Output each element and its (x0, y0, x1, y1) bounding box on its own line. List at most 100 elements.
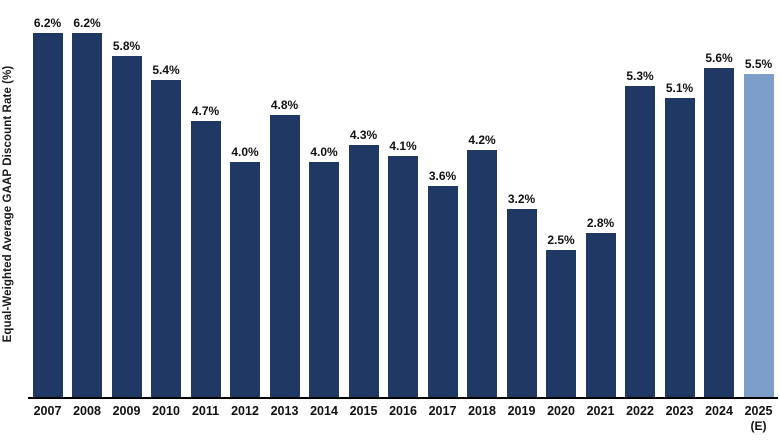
year-label: 2014 (310, 404, 338, 418)
bar-column: 4.8% (265, 99, 304, 397)
bar (72, 33, 102, 397)
x-axis-tick-label: 2025 (E) (739, 404, 778, 433)
bar-value-label: 6.2% (73, 16, 101, 30)
x-axis-tick-label: 2014 (305, 404, 344, 433)
year-label: 2025 (744, 404, 773, 418)
bar-value-label: 4.2% (468, 133, 496, 147)
year-label: 2008 (73, 404, 101, 418)
bar-value-label: 5.5% (744, 57, 773, 71)
bar-value-label: 5.4% (152, 63, 180, 77)
x-axis-tick-label: 2016 (384, 404, 423, 433)
bar-value-label: 4.0% (231, 145, 259, 159)
bar-column: 4.7% (186, 105, 225, 397)
plot-area: 6.2% 6.2% 5.8% 5.4% 4.7% 4.0% 4.8% 4.0% 4.3% 4.1%… (28, 13, 778, 433)
x-axis-tick-label: 2010 (147, 404, 186, 433)
bar (32, 33, 63, 397)
bar-column: 4.3% (344, 129, 383, 397)
year-label: 2010 (152, 404, 180, 418)
bar (309, 162, 339, 397)
bar-value-label: 5.8% (112, 39, 141, 53)
bar-value-label: 4.0% (310, 145, 338, 159)
x-axis-tick-label: 2015 (344, 404, 383, 433)
bar (546, 250, 576, 397)
bar-value-label: 2.8% (586, 216, 615, 230)
bar (111, 56, 142, 397)
year-label: 2023 (665, 404, 694, 418)
bar-column: 5.3% (621, 70, 660, 397)
x-axis-labels: 2007 2008 2009 2010 2011 2012 2013 2014 2015 2016… (28, 404, 778, 433)
bar-column: 6.2% (68, 17, 107, 397)
bar-estimate (743, 74, 774, 397)
bar (151, 80, 181, 397)
x-axis-tick-label: 2023 (660, 404, 699, 433)
x-axis-tick-label: 2021 (581, 404, 620, 433)
year-label: 2012 (231, 404, 259, 418)
x-axis-tick-label: 2013 (265, 404, 304, 433)
bar (467, 150, 497, 397)
bar-column: 4.0% (305, 146, 344, 397)
bar-value-label: 6.2% (33, 16, 62, 30)
bar-column: 5.4% (147, 64, 186, 397)
year-label: 2020 (547, 404, 575, 418)
bar (388, 156, 418, 397)
bar-column: 3.6% (423, 170, 462, 397)
bar-value-label: 5.1% (665, 81, 694, 95)
bar-column: 5.8% (107, 40, 146, 397)
bar-value-label: 4.7% (191, 104, 220, 118)
x-axis-tick-label: 2018 (463, 404, 502, 433)
bar-column: 5.6% (700, 52, 739, 397)
bar (230, 162, 260, 397)
year-label: 2022 (626, 404, 654, 418)
x-axis-tick-label: 2012 (226, 404, 265, 433)
x-axis-tick-label: 2019 (502, 404, 541, 433)
bar (664, 98, 695, 397)
year-label: 2013 (270, 404, 299, 418)
bar-value-label: 5.6% (705, 51, 733, 65)
bar-value-label: 3.2% (507, 192, 536, 206)
bar-value-label: 4.8% (270, 98, 299, 112)
bar (427, 186, 458, 397)
year-label: 2015 (349, 404, 378, 418)
bar-column: 3.2% (502, 193, 541, 397)
bar-column: 4.2% (463, 134, 502, 397)
bar-value-label: 3.6% (428, 169, 457, 183)
bar-value-label: 2.5% (547, 233, 575, 247)
year-label: 2007 (33, 404, 62, 418)
bar (269, 115, 300, 397)
estimate-flag-label: (E) (750, 419, 767, 433)
bar-column: 4.1% (384, 140, 423, 397)
y-axis-label-text: Equal-Weighted Average GAAP Discount Rat… (2, 65, 14, 343)
x-axis-line (28, 397, 778, 399)
bar-column: 5.5% (739, 58, 778, 397)
bar-value-label: 4.1% (389, 139, 417, 153)
year-label: 2016 (389, 404, 417, 418)
bar-value-label: 4.3% (349, 128, 378, 142)
x-axis-tick-label: 2020 (542, 404, 581, 433)
x-axis-tick-label: 2022 (621, 404, 660, 433)
bar (348, 145, 379, 397)
bar-column: 6.2% (28, 17, 67, 397)
x-axis-tick-label: 2009 (107, 404, 146, 433)
bar-column: 4.0% (226, 146, 265, 397)
year-label: 2017 (428, 404, 457, 418)
bar (625, 86, 655, 397)
year-label: 2009 (112, 404, 141, 418)
bar (506, 209, 537, 397)
x-axis-tick-label: 2017 (423, 404, 462, 433)
x-axis-tick-label: 2008 (68, 404, 107, 433)
bar (704, 68, 734, 397)
bar-column: 5.1% (660, 82, 699, 397)
year-label: 2011 (191, 404, 220, 418)
bar-column: 2.5% (542, 234, 581, 397)
year-label: 2024 (705, 404, 733, 418)
year-label: 2018 (468, 404, 496, 418)
x-axis-tick-label: 2011 (186, 404, 225, 433)
bar (585, 233, 616, 397)
bar-value-label: 5.3% (626, 69, 654, 83)
x-axis-tick-label: 2007 (28, 404, 67, 433)
bars-container: 6.2% 6.2% 5.8% 5.4% 4.7% 4.0% 4.8% 4.0% 4.3% 4.1%… (28, 13, 778, 397)
bar (190, 121, 221, 397)
year-label: 2021 (586, 404, 615, 418)
year-label: 2019 (507, 404, 536, 418)
